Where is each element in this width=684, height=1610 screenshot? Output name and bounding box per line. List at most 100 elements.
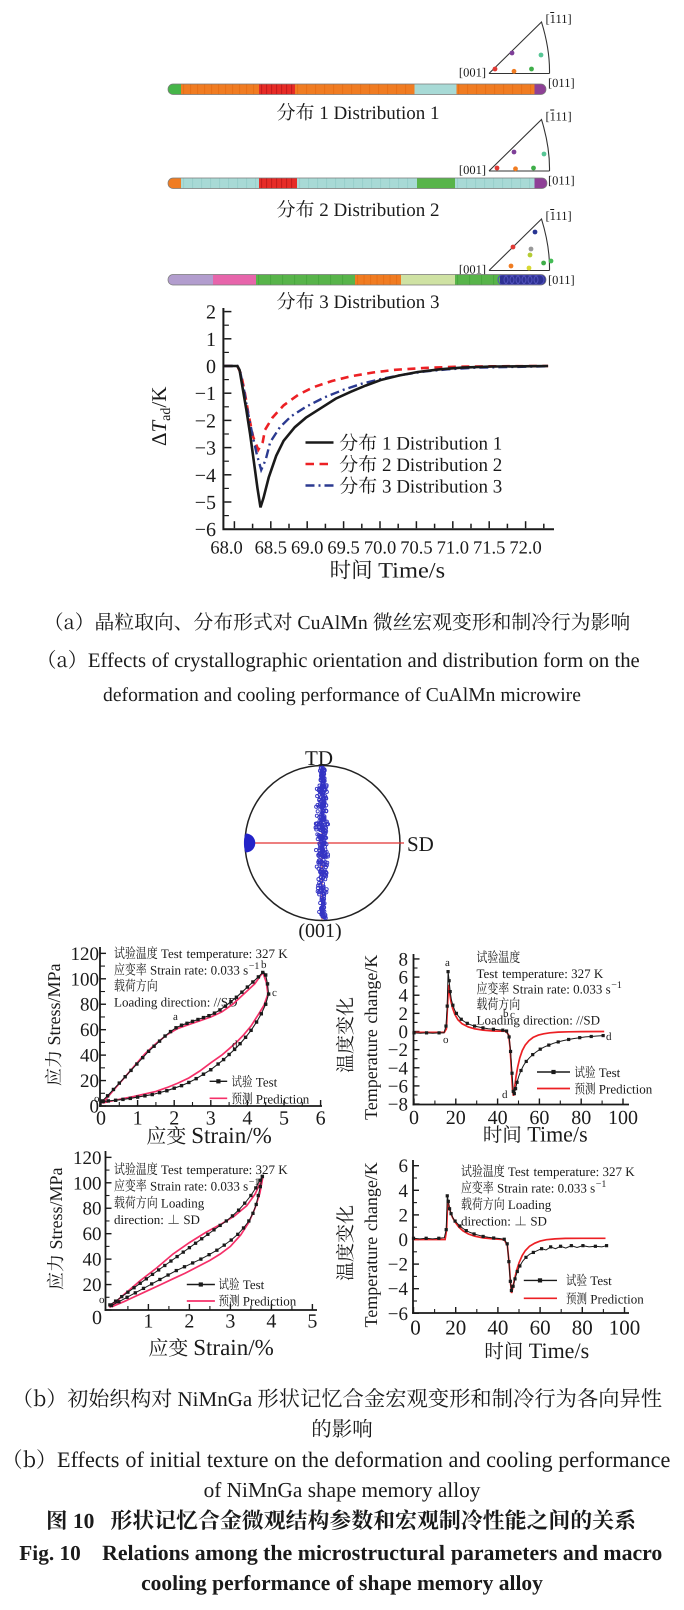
svg-text:Time/s: Time/s	[527, 1122, 587, 1147]
svg-text:−1: −1	[611, 980, 622, 991]
svg-text:40: 40	[80, 1046, 99, 1067]
svg-text:327: 327	[256, 946, 276, 961]
svg-text:2: 2	[399, 1004, 409, 1025]
svg-text:rate:: rate:	[184, 963, 207, 978]
svg-text:327: 327	[571, 966, 591, 981]
svg-text:69.0: 69.0	[291, 539, 323, 559]
svg-text:a: a	[445, 957, 450, 969]
svg-text:[011]: [011]	[548, 273, 575, 287]
svg-text:s: s	[243, 963, 248, 978]
svg-text:Effects: Effects	[57, 1447, 119, 1472]
svg-text:3: 3	[319, 292, 329, 313]
svg-text:−4: −4	[388, 1058, 409, 1079]
svg-text:[001]: [001]	[459, 163, 486, 177]
svg-text:SD: SD	[183, 1212, 200, 1227]
svg-text:[011]: [011]	[548, 76, 575, 90]
svg-text:[111]: [111]	[546, 12, 572, 26]
svg-text:direction:: direction:	[114, 1212, 164, 1227]
svg-text:68.5: 68.5	[255, 539, 287, 559]
svg-text:−1: −1	[195, 383, 216, 405]
svg-text:and: and	[407, 650, 438, 672]
svg-text:80: 80	[83, 1199, 102, 1220]
svg-text:1: 1	[382, 434, 392, 455]
svg-text:−1: −1	[596, 1179, 607, 1190]
svg-text:−4: −4	[388, 1279, 409, 1300]
svg-text:4: 4	[399, 1181, 409, 1202]
svg-text:Prediction: Prediction	[599, 1082, 653, 1097]
svg-text:on: on	[274, 1447, 296, 1472]
svg-text:100: 100	[73, 1173, 102, 1194]
svg-text:Strain/%: Strain/%	[191, 1123, 272, 1148]
svg-text:(001): (001)	[298, 920, 341, 942]
svg-text:/K: /K	[147, 387, 171, 408]
svg-text:shape: shape	[359, 1571, 412, 1595]
svg-text:a: a	[173, 1011, 178, 1023]
svg-text:of: of	[336, 1571, 355, 1595]
svg-text:Loading: Loading	[508, 1197, 552, 1212]
svg-text:memory: memory	[362, 1478, 433, 1502]
svg-text:Test: Test	[243, 1277, 265, 1292]
svg-text:orientation: orientation	[313, 650, 403, 672]
svg-text:Loading: Loading	[114, 995, 158, 1010]
svg-text:SD: SD	[407, 832, 434, 856]
svg-text:[001]: [001]	[459, 66, 486, 80]
svg-text:Distribution: Distribution	[333, 292, 425, 313]
svg-text:Relations: Relations	[102, 1541, 189, 1565]
svg-text:70.5: 70.5	[400, 539, 432, 559]
svg-text:72.0: 72.0	[509, 539, 541, 559]
svg-text:c: c	[272, 987, 277, 999]
svg-text:4: 4	[242, 1108, 252, 1130]
svg-text:Prediction: Prediction	[256, 1091, 310, 1106]
svg-text:Δ: Δ	[147, 432, 171, 446]
svg-text:Strain: Strain	[513, 982, 545, 997]
svg-text:K: K	[625, 1164, 635, 1179]
svg-text:direction:: direction:	[461, 1214, 511, 1229]
svg-text:change/K: change/K	[361, 955, 381, 1024]
svg-text:5: 5	[279, 1108, 289, 1130]
svg-text:temperature:: temperature:	[187, 1162, 253, 1177]
svg-text:3: 3	[206, 1108, 216, 1130]
svg-text:o: o	[443, 1034, 449, 1046]
svg-text:327: 327	[256, 1162, 276, 1177]
svg-text:rate:: rate:	[184, 1179, 207, 1194]
svg-text:1: 1	[430, 103, 440, 124]
svg-text:Temperature: Temperature	[361, 1237, 381, 1328]
svg-text://SD: //SD	[576, 1013, 600, 1028]
svg-text:4: 4	[399, 986, 409, 1007]
svg-text:2: 2	[169, 1108, 179, 1130]
svg-text:and: and	[563, 1541, 598, 1565]
svg-text:Distribution: Distribution	[333, 103, 425, 124]
svg-text:3: 3	[382, 477, 392, 498]
svg-text:alloy: alloy	[438, 1478, 481, 1502]
svg-text:b: b	[261, 959, 267, 971]
svg-text:6: 6	[316, 1108, 326, 1130]
svg-text:−6: −6	[388, 1304, 408, 1325]
svg-text:71.0: 71.0	[437, 539, 469, 559]
svg-text:s: s	[606, 982, 611, 997]
svg-text:b: b	[503, 1008, 509, 1020]
svg-text:120: 120	[71, 944, 100, 965]
svg-text:texture: texture	[207, 1447, 269, 1472]
svg-text:the: the	[302, 1447, 329, 1472]
svg-text:327: 327	[603, 1164, 623, 1179]
svg-text:10: 10	[73, 1509, 95, 1533]
svg-text:0: 0	[206, 356, 216, 378]
svg-text:direction:: direction:	[161, 995, 211, 1010]
svg-text:80: 80	[80, 995, 99, 1016]
svg-text:among: among	[195, 1541, 258, 1565]
svg-text:−5: −5	[195, 492, 216, 514]
svg-text:−1: −1	[249, 1177, 260, 1188]
svg-text:s: s	[243, 1179, 248, 1194]
svg-text:[111]: [111]	[546, 209, 572, 223]
svg-text:NiMnGa: NiMnGa	[227, 1478, 303, 1502]
svg-text:60: 60	[530, 1316, 551, 1340]
svg-text:40: 40	[488, 1107, 508, 1129]
svg-text:o: o	[99, 1294, 105, 1306]
svg-text:−3: −3	[195, 438, 216, 460]
svg-text:initial: initial	[149, 1447, 201, 1472]
svg-text:performance: performance	[301, 685, 400, 706]
svg-text:o: o	[94, 1093, 100, 1105]
svg-text:Effects: Effects	[88, 650, 146, 672]
svg-text:2: 2	[382, 455, 392, 476]
svg-text:K: K	[594, 966, 604, 981]
